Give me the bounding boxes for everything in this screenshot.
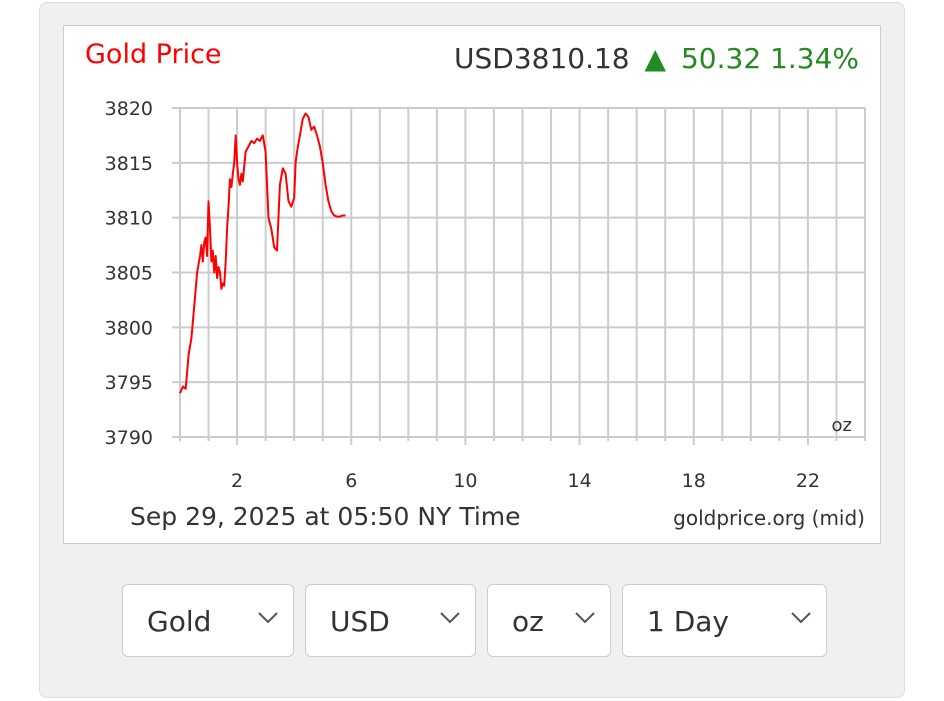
chevron-down-icon — [440, 612, 460, 624]
metal-select-value: Gold — [147, 605, 212, 638]
x-tick-label: 18 — [682, 470, 706, 492]
change-arrow-icon: ▲ — [645, 42, 667, 75]
y-tick-label: 3790 — [105, 427, 153, 449]
period-select[interactable]: 1 Day — [622, 584, 827, 657]
chart-card: 3790 3795 3800 3805 3810 3815 3820 2 6 10 14 18 22 G… — [63, 25, 881, 544]
chart-title: Gold Price — [85, 39, 222, 70]
y-tick-label: 3820 — [105, 98, 153, 120]
chevron-down-icon — [258, 612, 278, 624]
x-tick-label: 2 — [231, 470, 243, 492]
currency-select-value: USD — [330, 605, 390, 638]
current-price: USD3810.18 — [454, 42, 630, 75]
price-summary: USD3810.18 ▲ 50.32 1.34% — [454, 42, 859, 75]
axis-ticks: 3790 3795 3800 3805 3810 3815 3820 2 6 10 14 18 22 — [105, 98, 820, 492]
y-tick-label: 3805 — [105, 263, 153, 285]
metal-select[interactable]: Gold — [122, 584, 294, 657]
unit-select[interactable]: oz — [487, 584, 611, 657]
period-select-value: 1 Day — [647, 605, 730, 638]
x-tick-label: 14 — [567, 470, 591, 492]
x-tick-label: 6 — [345, 470, 357, 492]
unit-select-value: oz — [512, 605, 544, 638]
chevron-down-icon — [575, 612, 595, 624]
y-tick-label: 3815 — [105, 153, 153, 175]
chevron-down-icon — [791, 612, 811, 624]
gold-price-chart: 3790 3795 3800 3805 3810 3815 3820 2 6 10 14 18 22 G… — [85, 39, 866, 531]
x-tick-label: 10 — [453, 470, 477, 492]
y-tick-label: 3795 — [105, 372, 153, 394]
x-tick-label: 22 — [796, 470, 820, 492]
price-change: 50.32 1.34% — [681, 42, 859, 75]
y-tick-label: 3800 — [105, 317, 153, 339]
grid — [172, 107, 866, 445]
y-tick-label: 3810 — [105, 208, 153, 230]
unit-label: oz — [832, 415, 852, 436]
price-series-line — [179, 112, 346, 394]
timestamp: Sep 29, 2025 at 05:50 NY Time — [130, 502, 521, 531]
price-line-layer — [179, 112, 346, 394]
source-label: goldprice.org (mid) — [673, 506, 865, 530]
chart-controls: Gold USD oz 1 Day — [0, 584, 944, 658]
currency-select[interactable]: USD — [305, 584, 476, 657]
